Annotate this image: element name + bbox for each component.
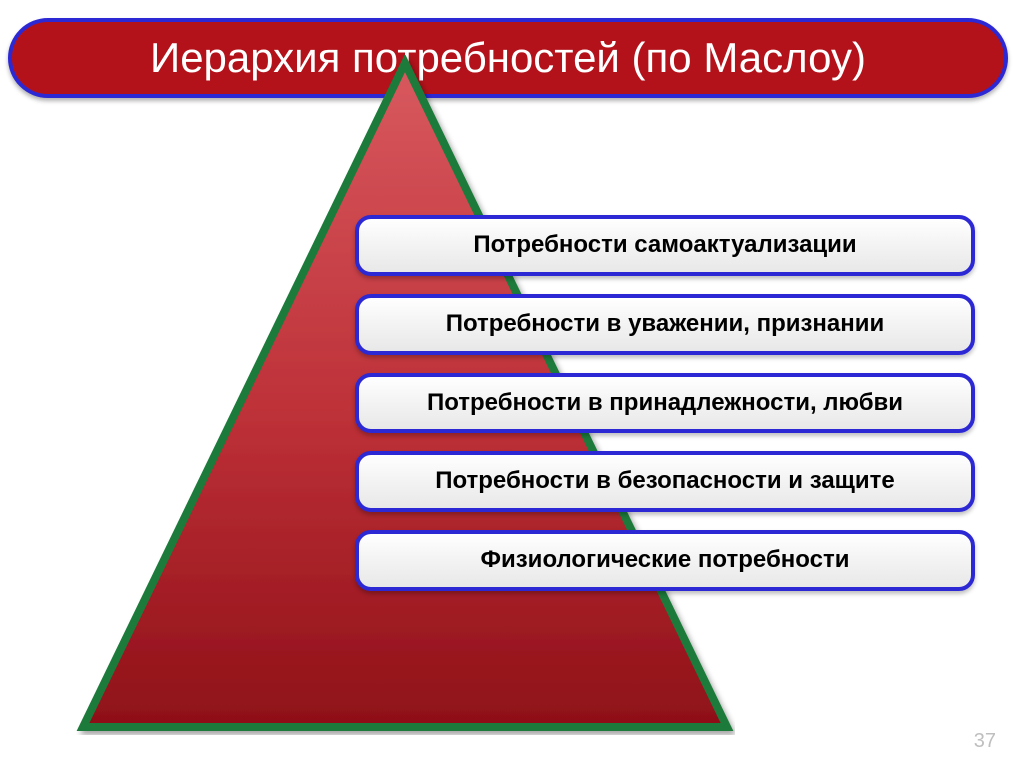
- hierarchy-levels: Потребности самоактуализации Потребности…: [355, 215, 975, 591]
- level-esteem: Потребности в уважении, признании: [355, 294, 975, 355]
- slide-number: 37: [974, 730, 996, 753]
- level-self-actualization: Потребности самоактуализации: [355, 215, 975, 276]
- level-belonging: Потребности в принадлежности, любви: [355, 373, 975, 434]
- level-physiological: Физиологические потребности: [355, 530, 975, 591]
- level-safety: Потребности в безопасности и защите: [355, 451, 975, 512]
